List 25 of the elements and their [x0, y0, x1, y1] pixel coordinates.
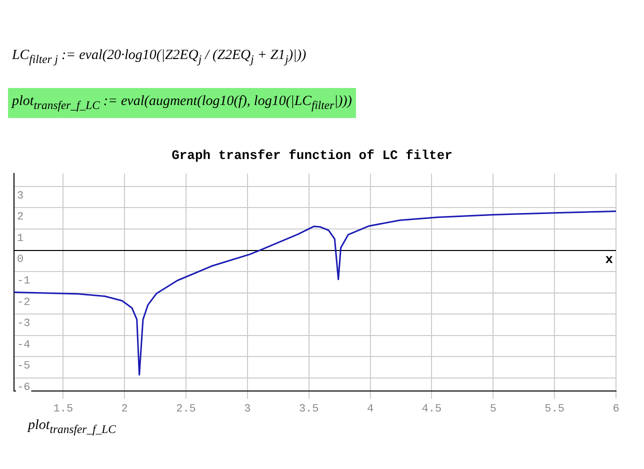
x-tick-label: 4 [366, 403, 374, 416]
x-tick-label: 4.5 [422, 403, 442, 416]
y-tick-label: 2 [17, 211, 24, 224]
text: plot$_{transfer_f_LC}$ := eval(augment(log10(f), log10(|LC$_{filter}$|))) [8, 88, 356, 118]
x-tick-label: 5.5 [544, 403, 564, 416]
x-tick-label: 5 [490, 403, 496, 416]
y-tick-label: -5 [17, 360, 30, 372]
y-tick-label: 0 [17, 254, 24, 266]
x-tick-label: 6 [612, 403, 620, 416]
text: LC$_{filter j}$ := eval(20·log10(|Z2EQ$_{j}$ / (Z2EQ$_{j}$ + Z1$_{j}$)|)) [12, 48, 306, 66]
text: plot$_{transfer_f_LC}$ [26, 418, 117, 436]
x-axis-title: x [605, 252, 614, 267]
y-tick-label: -4 [17, 339, 31, 352]
x-tick-label: 2.5 [176, 403, 196, 416]
x-tick-label: 2 [121, 403, 128, 416]
y-tick-label: -1 [17, 275, 31, 288]
x-tick-label: 3 [244, 403, 251, 416]
x-tick-label: 3.5 [298, 403, 319, 416]
y-tick-label: -6 [17, 382, 30, 394]
y-tick-label: 1 [17, 232, 24, 245]
x-tick-label: 1.5 [53, 403, 74, 416]
y-tick-label: 3 [17, 190, 24, 202]
chart-title: Graph transfer function of LC filter [172, 148, 452, 163]
y-tick-label: -3 [17, 318, 30, 330]
y-tick-label: -2 [17, 296, 30, 309]
